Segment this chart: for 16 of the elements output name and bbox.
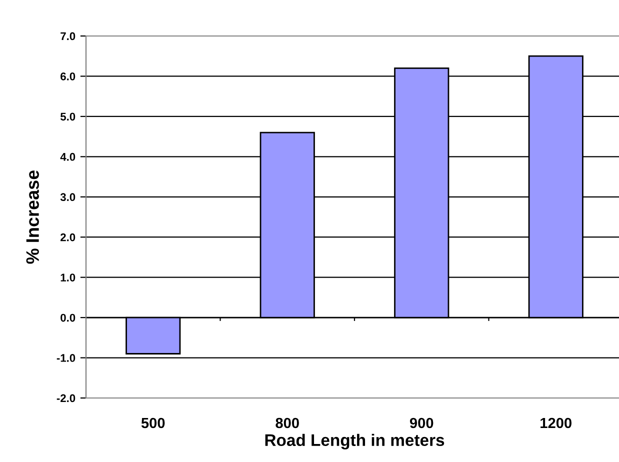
y-axis-title: % Increase <box>26 170 39 264</box>
y-tick-label: 4.0 <box>60 152 76 161</box>
x-tick-label: 900 <box>410 418 434 428</box>
y-tick-label: 0.0 <box>60 314 76 322</box>
y-tick-label: 5.0 <box>60 112 76 121</box>
x-tick-label: 500 <box>141 418 165 428</box>
y-tick-label: 1.0 <box>60 274 76 282</box>
y-tick-label: 7.0 <box>60 32 76 40</box>
y-tick-label: -1.0 <box>56 354 76 362</box>
y-tick-label: -2.0 <box>56 394 76 402</box>
x-axis-title: Road Length in meters <box>265 434 444 450</box>
x-tick-label: 1200 <box>540 418 572 428</box>
y-tick-label: 2.0 <box>60 233 76 242</box>
y-tick-label: 6.0 <box>60 72 76 80</box>
x-tick-label: 800 <box>276 418 299 428</box>
y-tick-label: 3.0 <box>60 193 76 202</box>
